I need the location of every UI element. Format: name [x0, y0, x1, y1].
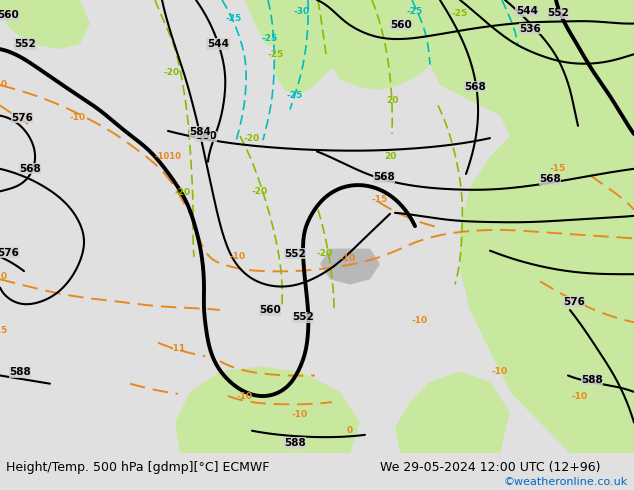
Text: 568: 568	[19, 164, 41, 174]
Text: -10: -10	[0, 272, 8, 281]
Polygon shape	[245, 0, 295, 49]
Text: -10: -10	[492, 367, 508, 376]
Text: 576: 576	[563, 297, 585, 307]
Text: 576: 576	[0, 248, 19, 258]
Text: 552: 552	[292, 312, 314, 322]
Text: -10: -10	[292, 410, 308, 419]
Text: 568: 568	[373, 172, 395, 182]
Text: -20: -20	[252, 187, 268, 196]
Text: 568: 568	[539, 174, 561, 184]
Text: -10: -10	[237, 392, 253, 401]
Text: -25: -25	[262, 34, 278, 44]
Polygon shape	[395, 371, 510, 453]
Text: 0: 0	[347, 426, 353, 435]
Text: -20: -20	[175, 188, 191, 197]
Text: 560: 560	[259, 305, 281, 315]
Text: 560: 560	[195, 131, 217, 141]
Text: 576: 576	[11, 113, 33, 122]
Text: -20: -20	[164, 68, 180, 77]
Text: -25: -25	[407, 7, 423, 16]
Text: -20: -20	[317, 249, 333, 258]
Polygon shape	[317, 0, 634, 453]
Text: 560: 560	[0, 10, 19, 21]
Text: -10: -10	[572, 392, 588, 401]
Text: -10: -10	[230, 252, 246, 261]
Text: -10: -10	[70, 113, 86, 122]
Text: -15: -15	[372, 195, 388, 204]
Text: -15: -15	[0, 326, 8, 335]
Text: -25: -25	[268, 49, 284, 59]
Text: Height/Temp. 500 hPa [gdmp][°C] ECMWF: Height/Temp. 500 hPa [gdmp][°C] ECMWF	[6, 461, 269, 473]
Text: 536: 536	[519, 24, 541, 34]
Text: 552: 552	[14, 39, 36, 49]
Text: We 29-05-2024 12:00 UTC (12+96): We 29-05-2024 12:00 UTC (12+96)	[380, 461, 601, 473]
Text: -1010: -1010	[155, 152, 181, 161]
Text: -25: -25	[452, 9, 468, 18]
Polygon shape	[275, 0, 350, 95]
Text: -25: -25	[226, 14, 242, 23]
Text: 588: 588	[284, 438, 306, 448]
Text: 20: 20	[386, 96, 398, 105]
Text: -25: -25	[287, 91, 303, 99]
Text: 588: 588	[581, 374, 603, 385]
Text: ©weatheronline.co.uk: ©weatheronline.co.uk	[503, 477, 628, 487]
Polygon shape	[317, 0, 440, 90]
Text: 584: 584	[189, 127, 211, 137]
Text: 588: 588	[9, 368, 31, 377]
Text: 552: 552	[547, 8, 569, 18]
Text: 20: 20	[384, 152, 396, 161]
Polygon shape	[0, 0, 90, 49]
Text: -20: -20	[244, 134, 260, 143]
Text: 552: 552	[284, 249, 306, 259]
Text: 568: 568	[464, 82, 486, 92]
Text: -10: -10	[0, 80, 8, 89]
Text: -11: -11	[170, 344, 186, 353]
Text: 560: 560	[390, 20, 412, 29]
Text: 544: 544	[516, 6, 538, 16]
Text: -15: -15	[550, 164, 566, 173]
Text: -30: -30	[294, 7, 310, 16]
Text: -10: -10	[412, 316, 428, 325]
Text: 544: 544	[207, 39, 229, 49]
Text: -10: -10	[340, 254, 356, 263]
Polygon shape	[320, 248, 380, 284]
Polygon shape	[175, 367, 360, 453]
